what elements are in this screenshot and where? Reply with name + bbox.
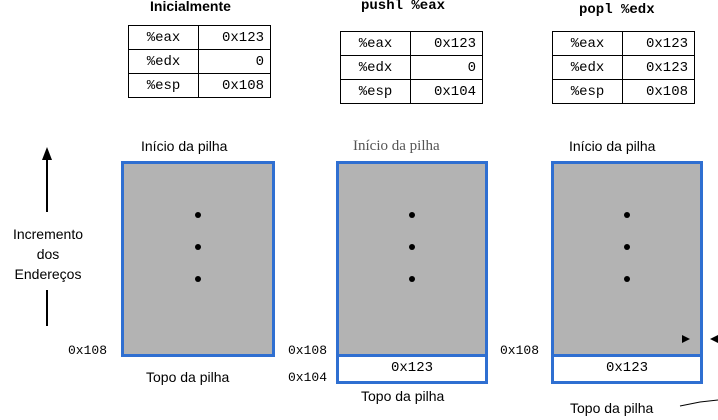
register-name: %esp [552,79,623,104]
side-label-line: dos [36,246,60,262]
register-value: 0x123 [622,31,695,56]
table-row: %edx 0 [340,55,483,80]
register-value: 0x108 [198,73,271,98]
ellipsis-dot [195,212,201,218]
panel-3-popped-cell: 0x123 [551,354,703,384]
register-name: %edx [552,55,623,80]
table-row: %eax 0x123 [340,31,483,56]
side-arrow-icon [710,335,718,343]
register-value: 0 [410,55,483,80]
ellipsis-dot [409,212,415,218]
register-name: %eax [340,31,411,56]
panel-2-stack-start-label: Início da pilha [353,138,440,154]
ellipsis-dot [409,276,415,282]
ellipsis-dot [195,276,201,282]
panel-2-address-label-top: 0x108 [288,343,328,358]
ellipsis-dot [409,244,415,250]
panel-1-title: Inicialmente [150,0,231,14]
panel-2-stack-top-label: Topo da pilha [361,388,445,404]
register-name: %edx [128,49,199,74]
panel-2-title: pushl %eax [361,0,446,14]
panel-2-pushed-cell: 0x123 [336,354,488,384]
register-value: 0x104 [410,79,483,104]
table-row: %esp 0x108 [128,73,271,98]
side-label-line: Incremento [12,226,84,242]
panel-1-stack-start-label: Início da pilha [141,138,228,154]
register-name: %eax [128,25,199,50]
register-name: %esp [340,79,411,104]
table-row: %edx 0 [128,49,271,74]
panel-2-register-table: %eax 0x123 %edx 0 %esp 0x104 [340,31,483,104]
panel-1-stack-top-label: Topo da pilha [146,369,230,385]
table-row: %esp 0x104 [340,79,483,104]
register-value: 0x108 [622,79,695,104]
leader-line [679,399,718,407]
panel-3-stack-top-label: Topo da pilha [570,400,654,416]
register-name: %esp [128,73,199,98]
table-row: %eax 0x123 [552,31,695,56]
panel-1-register-table: %eax 0x123 %edx 0 %esp 0x108 [128,25,271,98]
ellipsis-dot [195,244,201,250]
table-row: %edx 0x123 [552,55,695,80]
register-value: 0x123 [410,31,483,56]
ellipsis-dot [624,244,630,250]
table-row: %esp 0x108 [552,79,695,104]
panel-3-register-table: %eax 0x123 %edx 0x123 %esp 0x108 [552,31,695,104]
panel-3-stack [551,161,703,357]
register-value: 0 [198,49,271,74]
panel-3-stack-start-label: Início da pilha [569,138,656,154]
panel-1-stack [121,161,275,357]
panel-1-address-label: 0x108 [68,343,108,358]
side-label-line: Endereços [14,266,82,282]
register-name: %edx [340,55,411,80]
panel-2-address-label-bottom: 0x104 [288,370,328,385]
register-name: %eax [552,31,623,56]
register-value: 0x123 [622,55,695,80]
ellipsis-dot [624,212,630,218]
register-value: 0x123 [198,25,271,50]
panel-3-address-label: 0x108 [500,343,540,358]
panel-2-stack [336,161,488,357]
panel-3-title: popl %edx [579,2,655,18]
ellipsis-dot [624,276,630,282]
table-row: %eax 0x123 [128,25,271,50]
up-arrow-icon [42,147,52,212]
address-increment-label: Incremento dos Endereços [0,224,103,284]
